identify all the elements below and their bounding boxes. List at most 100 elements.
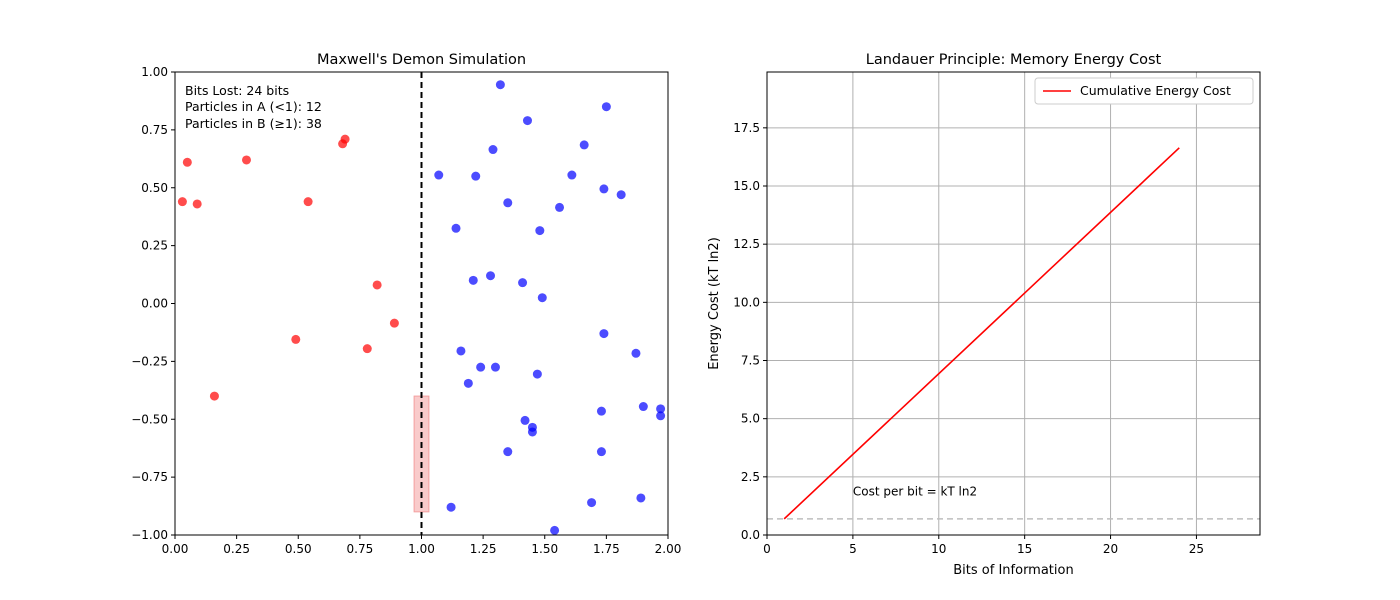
y-tick-label: 12.5 xyxy=(733,237,760,251)
particle-a-point xyxy=(291,334,301,344)
x-tick-label: 25 xyxy=(1189,542,1204,556)
particle-b-point xyxy=(631,348,641,358)
x-tick-label: 2.00 xyxy=(655,542,682,556)
particle-b-point xyxy=(596,406,606,416)
x-tick-label: 0.50 xyxy=(285,542,312,556)
cost-per-bit-annotation: Cost per bit = kT ln2 xyxy=(853,484,977,498)
stat-particles-b: Particles in B (≥1): 38 xyxy=(185,116,322,131)
y-tick-label: −0.50 xyxy=(131,412,168,426)
particle-b-point xyxy=(532,369,542,379)
y-tick-label: −1.00 xyxy=(131,528,168,542)
particle-a-point xyxy=(177,197,187,207)
particle-a-point xyxy=(372,280,382,290)
x-tick-label: 0 xyxy=(763,542,771,556)
particle-b-point xyxy=(596,447,606,457)
right-y-axis-label: Energy Cost (kT ln2) xyxy=(707,237,722,370)
y-tick-label: 0.50 xyxy=(141,181,168,195)
particle-b-point xyxy=(495,80,505,90)
maxwell-demon-panel: Maxwell's Demon Simulation 0.00 0.25 0.50 0… xyxy=(131,52,681,556)
particle-b-point xyxy=(434,170,444,180)
right-chart-title: Landauer Principle: Memory Energy Cost xyxy=(866,52,1162,68)
particle-a-point xyxy=(182,157,192,167)
y-tick-label: −0.25 xyxy=(131,354,168,368)
stat-particles-a: Particles in A (<1): 12 xyxy=(185,99,322,114)
particle-b-point xyxy=(527,427,537,437)
y-tick-label: 10.0 xyxy=(733,295,760,309)
legend-label: Cumulative Energy Cost xyxy=(1080,83,1231,98)
y-tick-label: 0.75 xyxy=(141,123,168,137)
cumulative-energy-line xyxy=(783,147,1180,520)
x-tick-label: 20 xyxy=(1103,542,1118,556)
particle-b-point xyxy=(587,498,597,508)
legend: Cumulative Energy Cost xyxy=(1034,77,1254,105)
left-chart-title: Maxwell's Demon Simulation xyxy=(317,52,526,68)
y-tick-label: 0.00 xyxy=(141,297,168,311)
particle-b-point xyxy=(616,190,626,200)
particle-b-point xyxy=(599,329,609,339)
y-tick-label: −0.75 xyxy=(131,470,168,484)
y-tick-label: 5.0 xyxy=(741,412,760,426)
particle-b-point xyxy=(656,411,666,421)
particle-a-point xyxy=(241,155,251,165)
particle-a-point xyxy=(362,344,372,354)
left-axis-ticks: 0.00 0.25 0.50 0.75 1.00 1.25 1.50 1.75 2.00 1.00… xyxy=(131,65,681,556)
particle-b-point xyxy=(555,202,565,212)
particle-b-point xyxy=(486,271,496,281)
x-tick-label: 1.00 xyxy=(408,542,435,556)
particle-b-point xyxy=(456,346,466,356)
particle-b-point xyxy=(468,275,478,285)
x-tick-label: 10 xyxy=(931,542,946,556)
particle-b-point xyxy=(599,184,609,194)
x-tick-label: 1.25 xyxy=(470,542,497,556)
particle-a-point xyxy=(340,134,350,144)
simulation-stats: Bits Lost: 24 bits Particles in A (<1): … xyxy=(185,83,322,131)
particle-b-point xyxy=(503,447,513,457)
particle-b-point xyxy=(451,223,461,233)
particle-b-point xyxy=(550,525,560,535)
particle-a-point xyxy=(209,391,219,401)
x-tick-label: 1.50 xyxy=(531,542,558,556)
particle-b-point xyxy=(579,140,589,150)
particle-b-point xyxy=(471,171,481,181)
particle-b-point xyxy=(537,293,547,303)
y-tick-label: 0.0 xyxy=(741,528,760,542)
particle-b-point xyxy=(490,362,500,372)
particle-b-point xyxy=(535,226,545,236)
y-tick-label: 2.5 xyxy=(741,470,760,484)
y-tick-label: 1.00 xyxy=(141,65,168,79)
particle-b-point xyxy=(476,362,486,372)
particle-b-point xyxy=(488,145,498,155)
particle-b-point xyxy=(567,170,577,180)
particle-b-point xyxy=(463,378,473,388)
legend-box xyxy=(1034,77,1254,105)
x-tick-label: 0.00 xyxy=(162,542,189,556)
particle-points xyxy=(177,80,666,535)
particle-b-point xyxy=(503,198,513,208)
y-tick-label: 15.0 xyxy=(733,179,760,193)
x-tick-label: 1.75 xyxy=(593,542,620,556)
y-tick-label: 7.5 xyxy=(741,354,760,368)
particle-b-point xyxy=(656,404,666,414)
x-tick-label: 0.75 xyxy=(347,542,374,556)
x-tick-label: 15 xyxy=(1017,542,1032,556)
particle-a-point xyxy=(192,199,202,209)
x-tick-label: 5 xyxy=(849,542,857,556)
left-plot-frame xyxy=(174,71,669,536)
stat-bits-lost: Bits Lost: 24 bits xyxy=(185,83,289,98)
particle-b-point xyxy=(522,116,532,126)
particle-b-point xyxy=(446,502,456,512)
right-x-axis-label: Bits of Information xyxy=(953,563,1073,578)
y-tick-label: 17.5 xyxy=(733,121,760,135)
particle-a-point xyxy=(303,197,313,207)
particle-b-point xyxy=(518,278,528,288)
right-plot-frame xyxy=(766,71,1261,536)
landauer-panel: Landauer Principle: Memory Energy Cost 0… xyxy=(707,52,1261,578)
right-axis-ticks: 0 5 10 15 20 25 0.0 2.5 5.0 7.5 10.0 12.5 15.0 17.5 xyxy=(733,121,1204,556)
particle-b-point xyxy=(636,493,646,503)
y-tick-label: 0.25 xyxy=(141,239,168,253)
x-tick-label: 0.25 xyxy=(223,542,250,556)
particle-a-point xyxy=(389,318,399,328)
particle-b-point xyxy=(601,102,611,112)
particle-b-point xyxy=(520,415,530,425)
